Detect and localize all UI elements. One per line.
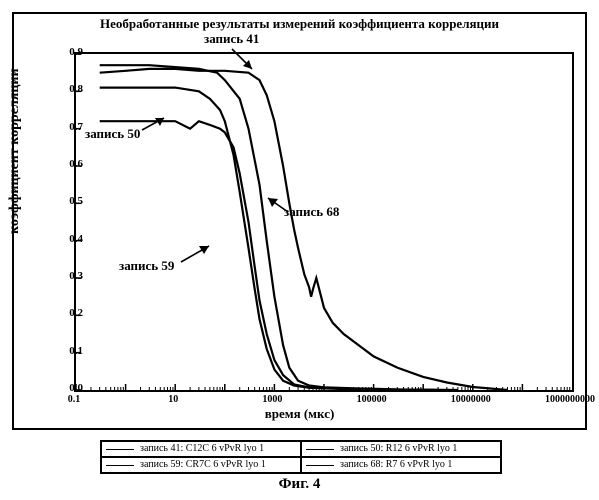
y-tick-label: 0.1 [43, 345, 83, 357]
legend-label: запись 50: R12 6 vPvR lyo 1 [340, 443, 457, 455]
legend-item-rec41: запись 41: C12C 6 vPvR lyo 1 [101, 441, 301, 457]
figure-caption: Фиг. 4 [0, 476, 599, 493]
legend-row: запись 41: C12C 6 vPvR lyo 1 запись 50: … [101, 441, 501, 457]
y-tick-label: 0.7 [43, 121, 83, 133]
y-tick-label: 0.2 [43, 307, 83, 319]
y-tick-label: 0.0 [43, 382, 83, 394]
legend-row: запись 59: CR7C 6 vPvR lyo 1 запись 68: … [101, 457, 501, 473]
arrow-icon [264, 194, 290, 216]
y-tick-label: 0.3 [43, 270, 83, 282]
x-axis-label: время (мкс) [14, 406, 585, 422]
line-swatch-icon [306, 449, 334, 450]
chart-title: Необработанные результаты измерений коэф… [14, 16, 585, 32]
y-tick-label: 0.5 [43, 195, 83, 207]
legend-label: запись 59: CR7C 6 vPvR lyo 1 [140, 459, 266, 471]
legend-item-rec59: запись 59: CR7C 6 vPvR lyo 1 [101, 457, 301, 473]
legend: запись 41: C12C 6 vPvR lyo 1 запись 50: … [100, 440, 502, 474]
x-tick-label: 10000000 [451, 394, 491, 405]
line-swatch-icon [106, 449, 134, 450]
x-tick-label: 10 [168, 394, 178, 405]
x-tick-label: 1000 [262, 394, 282, 405]
x-tick-label: 100000 [357, 394, 387, 405]
line-swatch-icon [106, 465, 134, 466]
x-tick-label: 0.1 [68, 394, 81, 405]
plot-area [74, 52, 574, 392]
x-tick-label: 1000000000 [545, 394, 595, 405]
y-tick-label: 0.6 [43, 158, 83, 170]
y-tick-label: 0.4 [43, 233, 83, 245]
y-tick-label: 0.9 [43, 46, 83, 58]
arrow-icon [140, 114, 170, 134]
annotation-rec50: запись 50 [85, 126, 140, 142]
annotation-rec68: запись 68 [284, 204, 339, 220]
annotation-rec59: запись 59 [119, 258, 174, 274]
legend-item-rec68: запись 68: R7 6 vPvR lyo 1 [301, 457, 501, 473]
plot-svg [76, 54, 572, 390]
annotation-rec41: запись 41 [204, 31, 259, 47]
line-swatch-icon [306, 465, 334, 466]
y-axis-label: коэффициент корреляции [7, 68, 23, 234]
y-tick-label: 0.8 [43, 83, 83, 95]
arrow-icon [230, 47, 260, 77]
legend-label: запись 41: C12C 6 vPvR lyo 1 [140, 443, 264, 455]
chart-frame: Необработанные результаты измерений коэф… [12, 12, 587, 430]
legend-label: запись 68: R7 6 vPvR lyo 1 [340, 459, 452, 471]
arrow-icon [179, 242, 215, 264]
legend-item-rec50: запись 50: R12 6 vPvR lyo 1 [301, 441, 501, 457]
